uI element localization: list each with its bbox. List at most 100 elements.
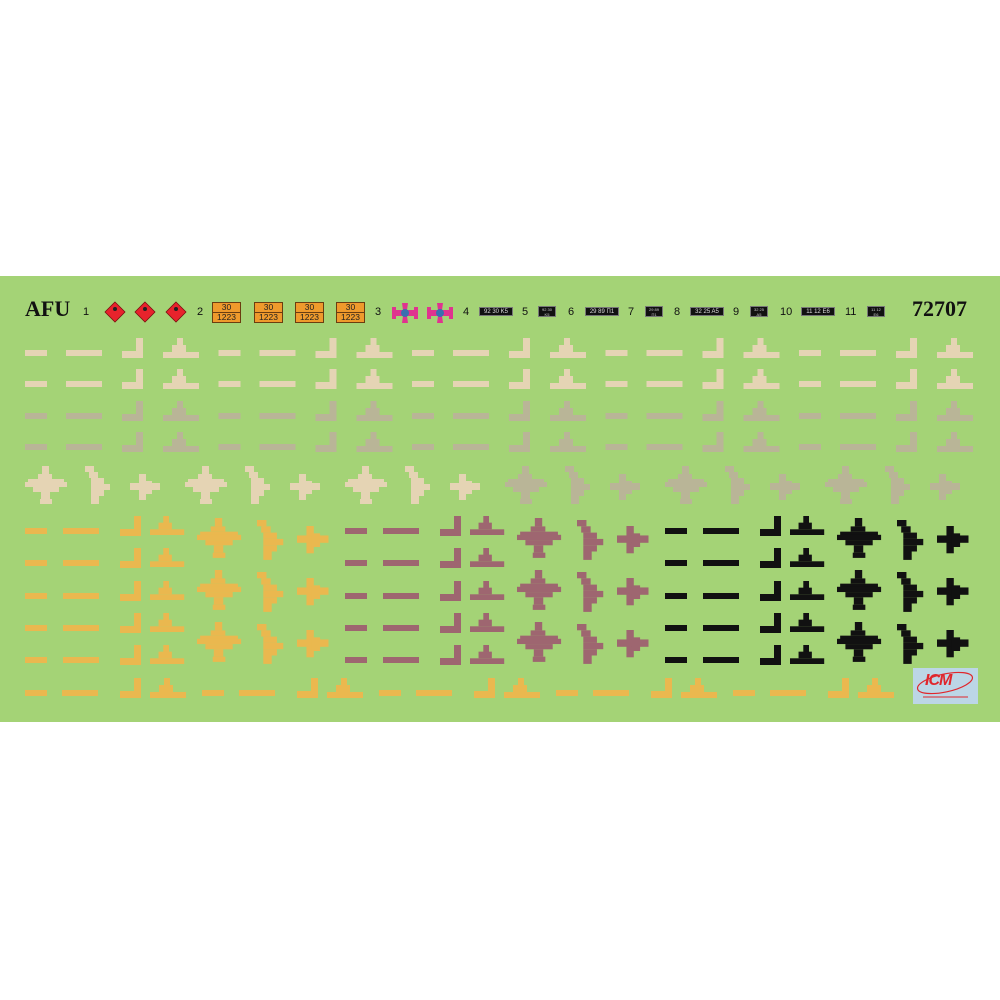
decal-long	[259, 381, 296, 387]
decal-L	[297, 678, 318, 698]
decal-small	[617, 526, 649, 554]
decal-delta	[577, 572, 604, 612]
decal-L	[828, 678, 849, 698]
decal-delta	[897, 624, 924, 664]
orange-hazard-plate: 30 1223	[212, 302, 241, 323]
decal-delta	[405, 466, 430, 504]
decal-dash	[665, 593, 687, 599]
decal-T	[470, 516, 505, 535]
decal-dash	[799, 381, 821, 387]
decal-dash	[665, 625, 687, 631]
marking-label: 8	[674, 306, 681, 318]
decal-T	[470, 645, 505, 664]
decal-long	[840, 444, 876, 450]
licence-plate-small: 29 89 П1	[645, 306, 663, 317]
decal-dash	[345, 625, 367, 631]
decal-T	[790, 613, 825, 632]
decal-dash	[25, 350, 47, 356]
decal-dash	[218, 381, 241, 387]
decal-delta	[577, 520, 604, 560]
decal-L	[651, 678, 672, 698]
decal-dash	[218, 413, 241, 419]
decal-T	[937, 401, 973, 421]
decal-L	[315, 432, 337, 452]
decal-delta	[885, 466, 910, 504]
decal-T	[356, 401, 393, 421]
decal-dash	[412, 381, 434, 387]
decal-T	[937, 369, 973, 389]
decal-long	[66, 381, 102, 387]
icm-logo: ICM	[913, 668, 978, 704]
decal-plane	[185, 466, 227, 504]
roundel-cross-icon	[392, 303, 418, 323]
plate-top: 32 25	[753, 307, 764, 312]
decal-T	[790, 581, 825, 600]
decal-long	[62, 690, 98, 696]
decal-dash	[345, 593, 367, 599]
decal-L	[440, 516, 461, 536]
decal-dash	[25, 413, 47, 419]
decal-dash	[345, 560, 367, 566]
plate-bottom: 1223	[300, 312, 319, 322]
decal-T	[937, 432, 973, 452]
decal-plane	[517, 622, 562, 662]
decal-long	[453, 381, 489, 387]
decal-long	[703, 528, 739, 534]
decal-dash	[605, 350, 628, 356]
decal-L	[315, 401, 337, 421]
decal-plane	[837, 622, 882, 662]
decal-small	[617, 578, 649, 606]
hazard-diamond-icon	[104, 301, 126, 323]
decal-long	[383, 625, 419, 631]
licence-plate-small: 11 12 E6	[867, 306, 885, 317]
decal-long	[383, 657, 419, 663]
plate-bottom: A5	[756, 312, 762, 317]
decal-T	[550, 369, 586, 389]
decal-long	[840, 350, 876, 356]
decal-L	[122, 369, 143, 389]
decal-long	[63, 657, 99, 663]
decal-T	[150, 548, 185, 567]
decal-T	[327, 678, 363, 698]
logo-text: ICM	[925, 672, 952, 689]
decal-L	[120, 678, 141, 698]
decal-delta	[257, 624, 284, 664]
decal-T	[550, 401, 586, 421]
decal-long	[453, 350, 489, 356]
decal-L	[509, 338, 530, 358]
decal-T	[163, 432, 199, 452]
decal-T	[743, 369, 780, 389]
decal-dash	[345, 528, 367, 534]
hazard-diamond-icon	[134, 301, 156, 323]
decal-L	[122, 432, 143, 452]
decal-L	[702, 401, 724, 421]
decal-plane	[505, 466, 547, 504]
decal-dash	[25, 381, 47, 387]
decal-L	[509, 401, 530, 421]
decal-long	[646, 413, 683, 419]
plate-bottom: П1	[651, 312, 657, 317]
decal-L	[440, 613, 461, 633]
decal-L	[760, 516, 781, 536]
decal-dash	[379, 690, 401, 696]
decal-T	[163, 369, 199, 389]
decal-small	[610, 474, 640, 500]
decal-delta	[897, 572, 924, 612]
licence-plate: 32 25 A5	[690, 307, 724, 316]
marking-label: 1	[83, 306, 90, 318]
decal-long	[703, 657, 739, 663]
decal-L	[760, 548, 781, 568]
decal-small	[130, 474, 160, 500]
decal-L	[760, 581, 781, 601]
plate-top: 30	[213, 303, 240, 313]
decal-long	[840, 413, 876, 419]
decal-T	[150, 613, 185, 632]
decal-dash	[665, 560, 687, 566]
decal-T	[858, 678, 894, 698]
licence-plate: 92 30 K5	[479, 307, 513, 316]
decal-T	[550, 338, 586, 358]
decal-long	[63, 625, 99, 631]
decal-dash	[345, 657, 367, 663]
decal-L	[440, 645, 461, 665]
decal-small	[617, 630, 649, 658]
